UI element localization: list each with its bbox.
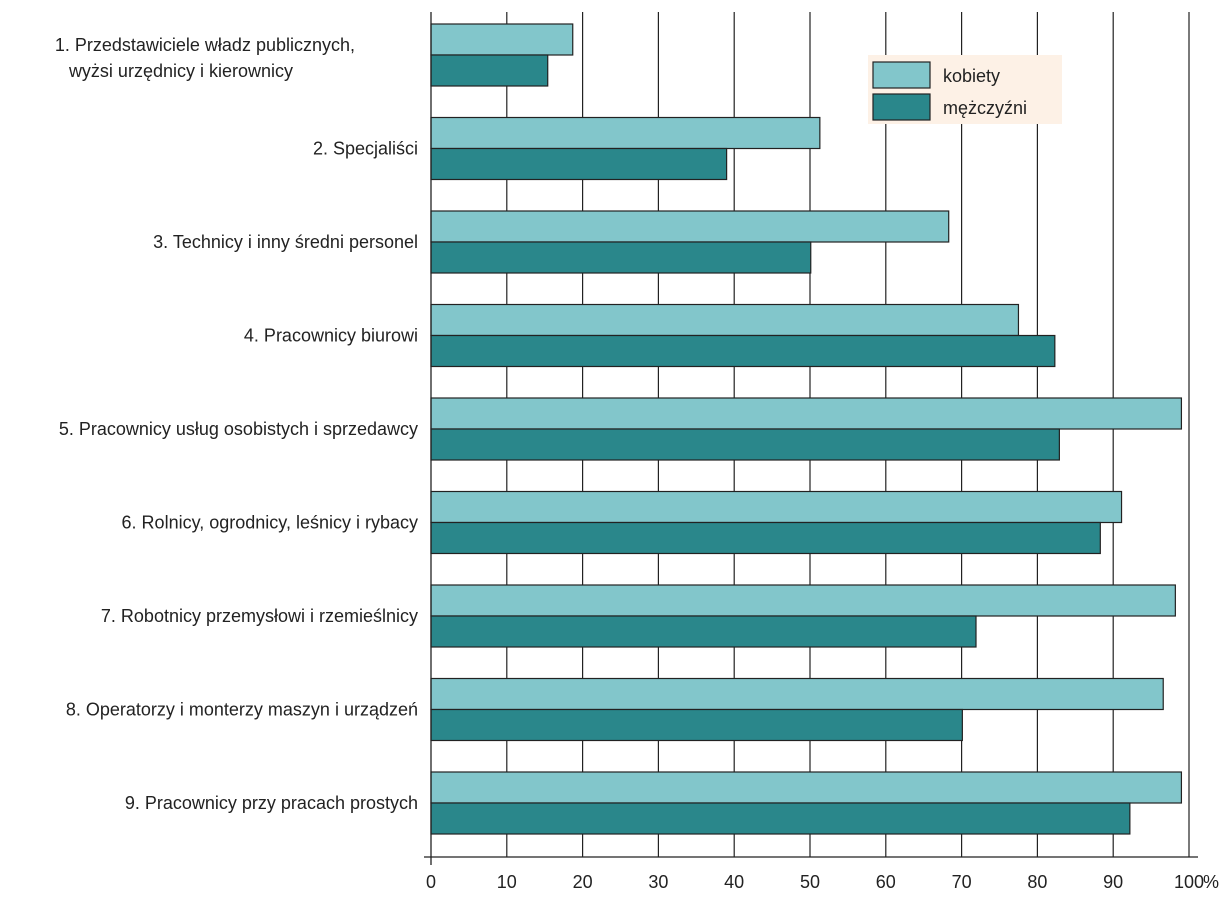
x-tick-label: 90 bbox=[1103, 872, 1123, 892]
x-tick-label: 50 bbox=[800, 872, 820, 892]
bar-mezczyzni bbox=[430, 708, 963, 742]
bar-mezczyzni bbox=[430, 802, 1131, 835]
x-tick-label: 70 bbox=[952, 872, 972, 892]
bar-kobiety bbox=[430, 23, 574, 56]
axes bbox=[424, 12, 1198, 865]
category-label: 4. Pracownicy biurowi bbox=[244, 326, 418, 346]
x-tick-label: 80 bbox=[1027, 872, 1047, 892]
category-label: 1. Przedstawiciele władz publicznych, wyż… bbox=[55, 35, 355, 81]
x-tick-label: 10 bbox=[497, 872, 517, 892]
x-tick-label: 40 bbox=[724, 872, 744, 892]
bar-kobiety bbox=[430, 397, 1183, 430]
category-label: 5. Pracownicy usług osobistych i sprzeda… bbox=[59, 419, 418, 439]
bar-mezczyzni bbox=[430, 147, 728, 181]
category-label: 7. Robotnicy przemysłowi i rzemieślnicy bbox=[101, 606, 418, 626]
category-label: 9. Pracownicy przy pracach prostych bbox=[125, 793, 418, 813]
bar-kobiety bbox=[430, 677, 1164, 711]
category-label: 2. Specjaliści bbox=[313, 139, 418, 159]
category-label-line: wyżsi urzędnicy i kierownicy bbox=[68, 61, 293, 81]
bar-kobiety bbox=[430, 490, 1123, 524]
bars bbox=[430, 23, 1183, 835]
x-tick-label: 0 bbox=[426, 872, 436, 892]
x-tick-label: 30 bbox=[648, 872, 668, 892]
category-label: 6. Rolnicy, ogrodnicy, leśnicy i rybacy bbox=[122, 513, 418, 533]
bar-mezczyzni bbox=[430, 241, 812, 274]
legend-swatch-kobiety bbox=[872, 61, 931, 89]
bar-mezczyzni bbox=[430, 428, 1060, 461]
x-unit-label: % bbox=[1203, 872, 1219, 892]
category-label-line: 1. Przedstawiciele władz publicznych, bbox=[55, 35, 355, 55]
legend-swatch-mezczyzni bbox=[872, 93, 931, 121]
bar-mezczyzni bbox=[430, 521, 1101, 555]
x-tick-label: 60 bbox=[876, 872, 896, 892]
bar-kobiety bbox=[430, 771, 1183, 804]
bar-mezczyzni bbox=[430, 334, 1056, 368]
category-labels: 1. Przedstawiciele władz publicznych, wyż… bbox=[55, 35, 418, 813]
x-tick-label: 100 bbox=[1174, 872, 1204, 892]
legend-label-mezczyzni: mężczyźni bbox=[943, 98, 1027, 118]
bar-kobiety bbox=[430, 584, 1176, 617]
bar-kobiety bbox=[430, 116, 821, 150]
bar-kobiety bbox=[430, 303, 1020, 337]
bar-mezczyzni bbox=[430, 54, 549, 87]
category-label: 3. Technicy i inny średni personel bbox=[153, 232, 418, 252]
x-tick-labels: 0 10 20 30 40 50 60 70 80 90 100% bbox=[426, 872, 1219, 892]
legend: kobiety mężczyźni bbox=[868, 55, 1062, 124]
bar-kobiety bbox=[430, 210, 950, 243]
legend-label-kobiety: kobiety bbox=[943, 66, 1000, 86]
category-label: 8. Operatorzy i monterzy maszyn i urządz… bbox=[66, 700, 418, 720]
bar-mezczyzni bbox=[430, 615, 977, 648]
x-tick-label: 20 bbox=[573, 872, 593, 892]
